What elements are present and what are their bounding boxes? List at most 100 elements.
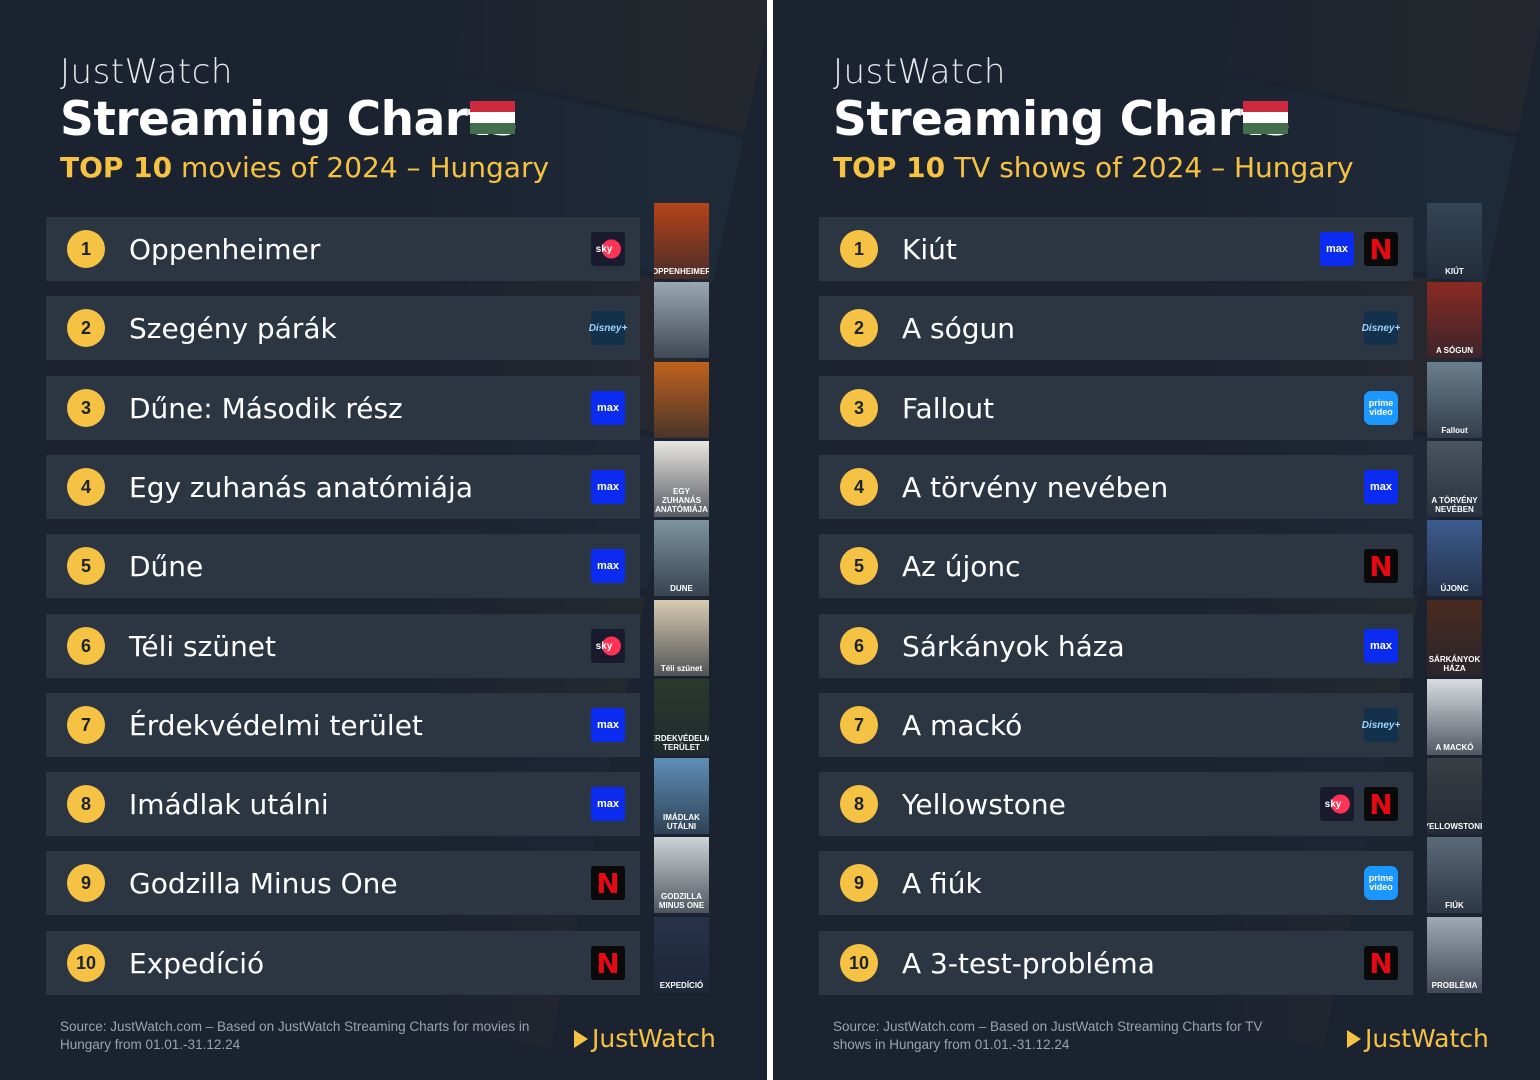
- poster-thumbnail[interactable]: A SÓGUN: [1427, 282, 1482, 358]
- poster-title: A MACKÓ: [1435, 743, 1474, 752]
- rank-badge: 9: [840, 864, 878, 902]
- provider-logos: Disney+: [1362, 311, 1400, 345]
- max-logo-icon[interactable]: max: [1364, 629, 1398, 663]
- chart-row[interactable]: 4 A törvény nevében max: [819, 455, 1413, 519]
- title-name: Kiút: [902, 232, 957, 266]
- page-title: Streaming Charts: [833, 92, 1290, 147]
- poster-thumbnail[interactable]: ÉRDEKVÉDELMI TERÜLET: [654, 679, 709, 755]
- chart-row[interactable]: 6 Téli szünet sky: [46, 614, 640, 678]
- poster-thumbnail[interactable]: IMÁDLAK UTÁLNI: [654, 758, 709, 834]
- title-name: A törvény nevében: [902, 470, 1169, 504]
- rank-badge: 5: [67, 547, 105, 585]
- source-note: Source: JustWatch.com – Based on JustWat…: [60, 1019, 530, 1052]
- poster-thumbnail[interactable]: SÁRKÁNYOK HÁZA: [1427, 600, 1482, 676]
- chart-row[interactable]: 3 Dűne: Második rész max: [46, 376, 640, 440]
- chart-row[interactable]: 10 Expedíció N: [46, 931, 640, 995]
- disney-logo-icon[interactable]: Disney+: [589, 311, 627, 345]
- netflix-logo-icon[interactable]: N: [1364, 787, 1398, 821]
- poster-thumbnail[interactable]: GODZILLA MINUS ONE: [654, 837, 709, 913]
- netflix-logo-icon[interactable]: N: [1364, 946, 1398, 980]
- title-name: Egy zuhanás anatómiája: [129, 470, 473, 504]
- provider-logos: sky: [591, 232, 625, 266]
- poster-thumbnail[interactable]: KIÚT: [1427, 203, 1482, 279]
- title-name: Yellowstone: [902, 787, 1066, 821]
- poster-thumbnail[interactable]: EXPEDÍCIÓ: [654, 917, 709, 993]
- disney-logo-icon[interactable]: Disney+: [1362, 708, 1400, 742]
- chart-row[interactable]: 1 Oppenheimer sky: [46, 217, 640, 281]
- disney-logo-icon[interactable]: Disney+: [1362, 311, 1400, 345]
- provider-logos: sky: [591, 629, 625, 663]
- poster-title: KIÚT: [1445, 267, 1464, 276]
- chart-row[interactable]: 5 Az újonc N: [819, 534, 1413, 598]
- poster-thumbnail[interactable]: YELLOWSTONE: [1427, 758, 1482, 834]
- chart-row[interactable]: 2 A sógun Disney+: [819, 296, 1413, 360]
- title-name: Godzilla Minus One: [129, 866, 398, 900]
- provider-logos: N: [1364, 946, 1398, 980]
- title-name: Téli szünet: [129, 629, 277, 663]
- chart-row[interactable]: 7 Érdekvédelmi terület max: [46, 693, 640, 757]
- provider-logos: max: [591, 708, 625, 742]
- rank-badge: 3: [67, 389, 105, 427]
- provider-logos: N: [591, 946, 625, 980]
- provider-logos: prime video: [1364, 866, 1398, 900]
- play-icon: [574, 1029, 588, 1048]
- chart-row[interactable]: 5 Dűne max: [46, 534, 640, 598]
- poster-thumbnail[interactable]: DUNE: [654, 520, 709, 596]
- chart-row[interactable]: 9 Godzilla Minus One N: [46, 851, 640, 915]
- chart-row[interactable]: 6 Sárkányok háza max: [819, 614, 1413, 678]
- poster-thumbnail[interactable]: A MACKÓ: [1427, 679, 1482, 755]
- poster-thumbnail[interactable]: [654, 282, 709, 358]
- poster-thumbnail[interactable]: Téli szünet: [654, 600, 709, 676]
- max-logo-icon[interactable]: max: [1320, 232, 1354, 266]
- poster-thumbnail[interactable]: [654, 362, 709, 438]
- rank-badge: 6: [67, 627, 105, 665]
- prime-logo-icon[interactable]: prime video: [1364, 391, 1398, 425]
- page-subtitle: TOP 10 movies of 2024 – Hungary: [60, 151, 550, 184]
- title-name: Imádlak utálni: [129, 787, 329, 821]
- chart-row[interactable]: 7 A mackó Disney+: [819, 693, 1413, 757]
- rank-badge: 7: [840, 706, 878, 744]
- netflix-logo-icon[interactable]: N: [1364, 549, 1398, 583]
- sky-logo-icon[interactable]: sky: [1320, 787, 1354, 821]
- poster-thumbnail[interactable]: A TÖRVÉNY NEVÉBEN: [1427, 441, 1482, 517]
- poster-thumbnail[interactable]: ÚJONC: [1427, 520, 1482, 596]
- poster-thumbnail[interactable]: Fallout: [1427, 362, 1482, 438]
- prime-logo-icon[interactable]: prime video: [1364, 866, 1398, 900]
- title-name: Szegény párák: [129, 311, 337, 345]
- chart-row[interactable]: 9 A fiúk prime video: [819, 851, 1413, 915]
- max-logo-icon[interactable]: max: [591, 708, 625, 742]
- hungary-flag-icon: [470, 101, 515, 134]
- provider-logos: N: [591, 866, 625, 900]
- hungary-flag-icon: [1243, 101, 1288, 134]
- poster-title: ÚJONC: [1440, 584, 1469, 593]
- chart-row[interactable]: 1 Kiút max N: [819, 217, 1413, 281]
- chart-row[interactable]: 3 Fallout prime video: [819, 376, 1413, 440]
- tvshows-panel: JustWatch Streaming Charts TOP 10 TV sho…: [773, 0, 1540, 1080]
- chart-row[interactable]: 2 Szegény párák Disney+: [46, 296, 640, 360]
- sky-logo-icon[interactable]: sky: [591, 629, 625, 663]
- chart-row[interactable]: 10 A 3-test-probléma N: [819, 931, 1413, 995]
- max-logo-icon[interactable]: max: [1364, 470, 1398, 504]
- title-name: Sárkányok háza: [902, 629, 1125, 663]
- rank-badge: 1: [67, 230, 105, 268]
- netflix-logo-icon[interactable]: N: [591, 946, 625, 980]
- chart-row[interactable]: 8 Imádlak utálni max: [46, 772, 640, 836]
- netflix-logo-icon[interactable]: N: [591, 866, 625, 900]
- max-logo-icon[interactable]: max: [591, 549, 625, 583]
- chart-row[interactable]: 4 Egy zuhanás anatómiája max: [46, 455, 640, 519]
- sky-logo-icon[interactable]: sky: [591, 232, 625, 266]
- rank-badge: 5: [840, 547, 878, 585]
- max-logo-icon[interactable]: max: [591, 787, 625, 821]
- rank-badge: 6: [840, 627, 878, 665]
- title-name: Expedíció: [129, 946, 265, 980]
- max-logo-icon[interactable]: max: [591, 391, 625, 425]
- poster-thumbnail[interactable]: EGY ZUHANÁS ANATÓMIÁJA: [654, 441, 709, 517]
- provider-logos: max: [591, 470, 625, 504]
- poster-thumbnail[interactable]: FIÚK: [1427, 837, 1482, 913]
- chart-row[interactable]: 8 Yellowstone sky N: [819, 772, 1413, 836]
- poster-thumbnail[interactable]: PROBLÉMA: [1427, 917, 1482, 993]
- netflix-logo-icon[interactable]: N: [1364, 232, 1398, 266]
- max-logo-icon[interactable]: max: [591, 470, 625, 504]
- poster-title: Fallout: [1441, 426, 1468, 435]
- poster-thumbnail[interactable]: OPPENHEIMER: [654, 203, 709, 279]
